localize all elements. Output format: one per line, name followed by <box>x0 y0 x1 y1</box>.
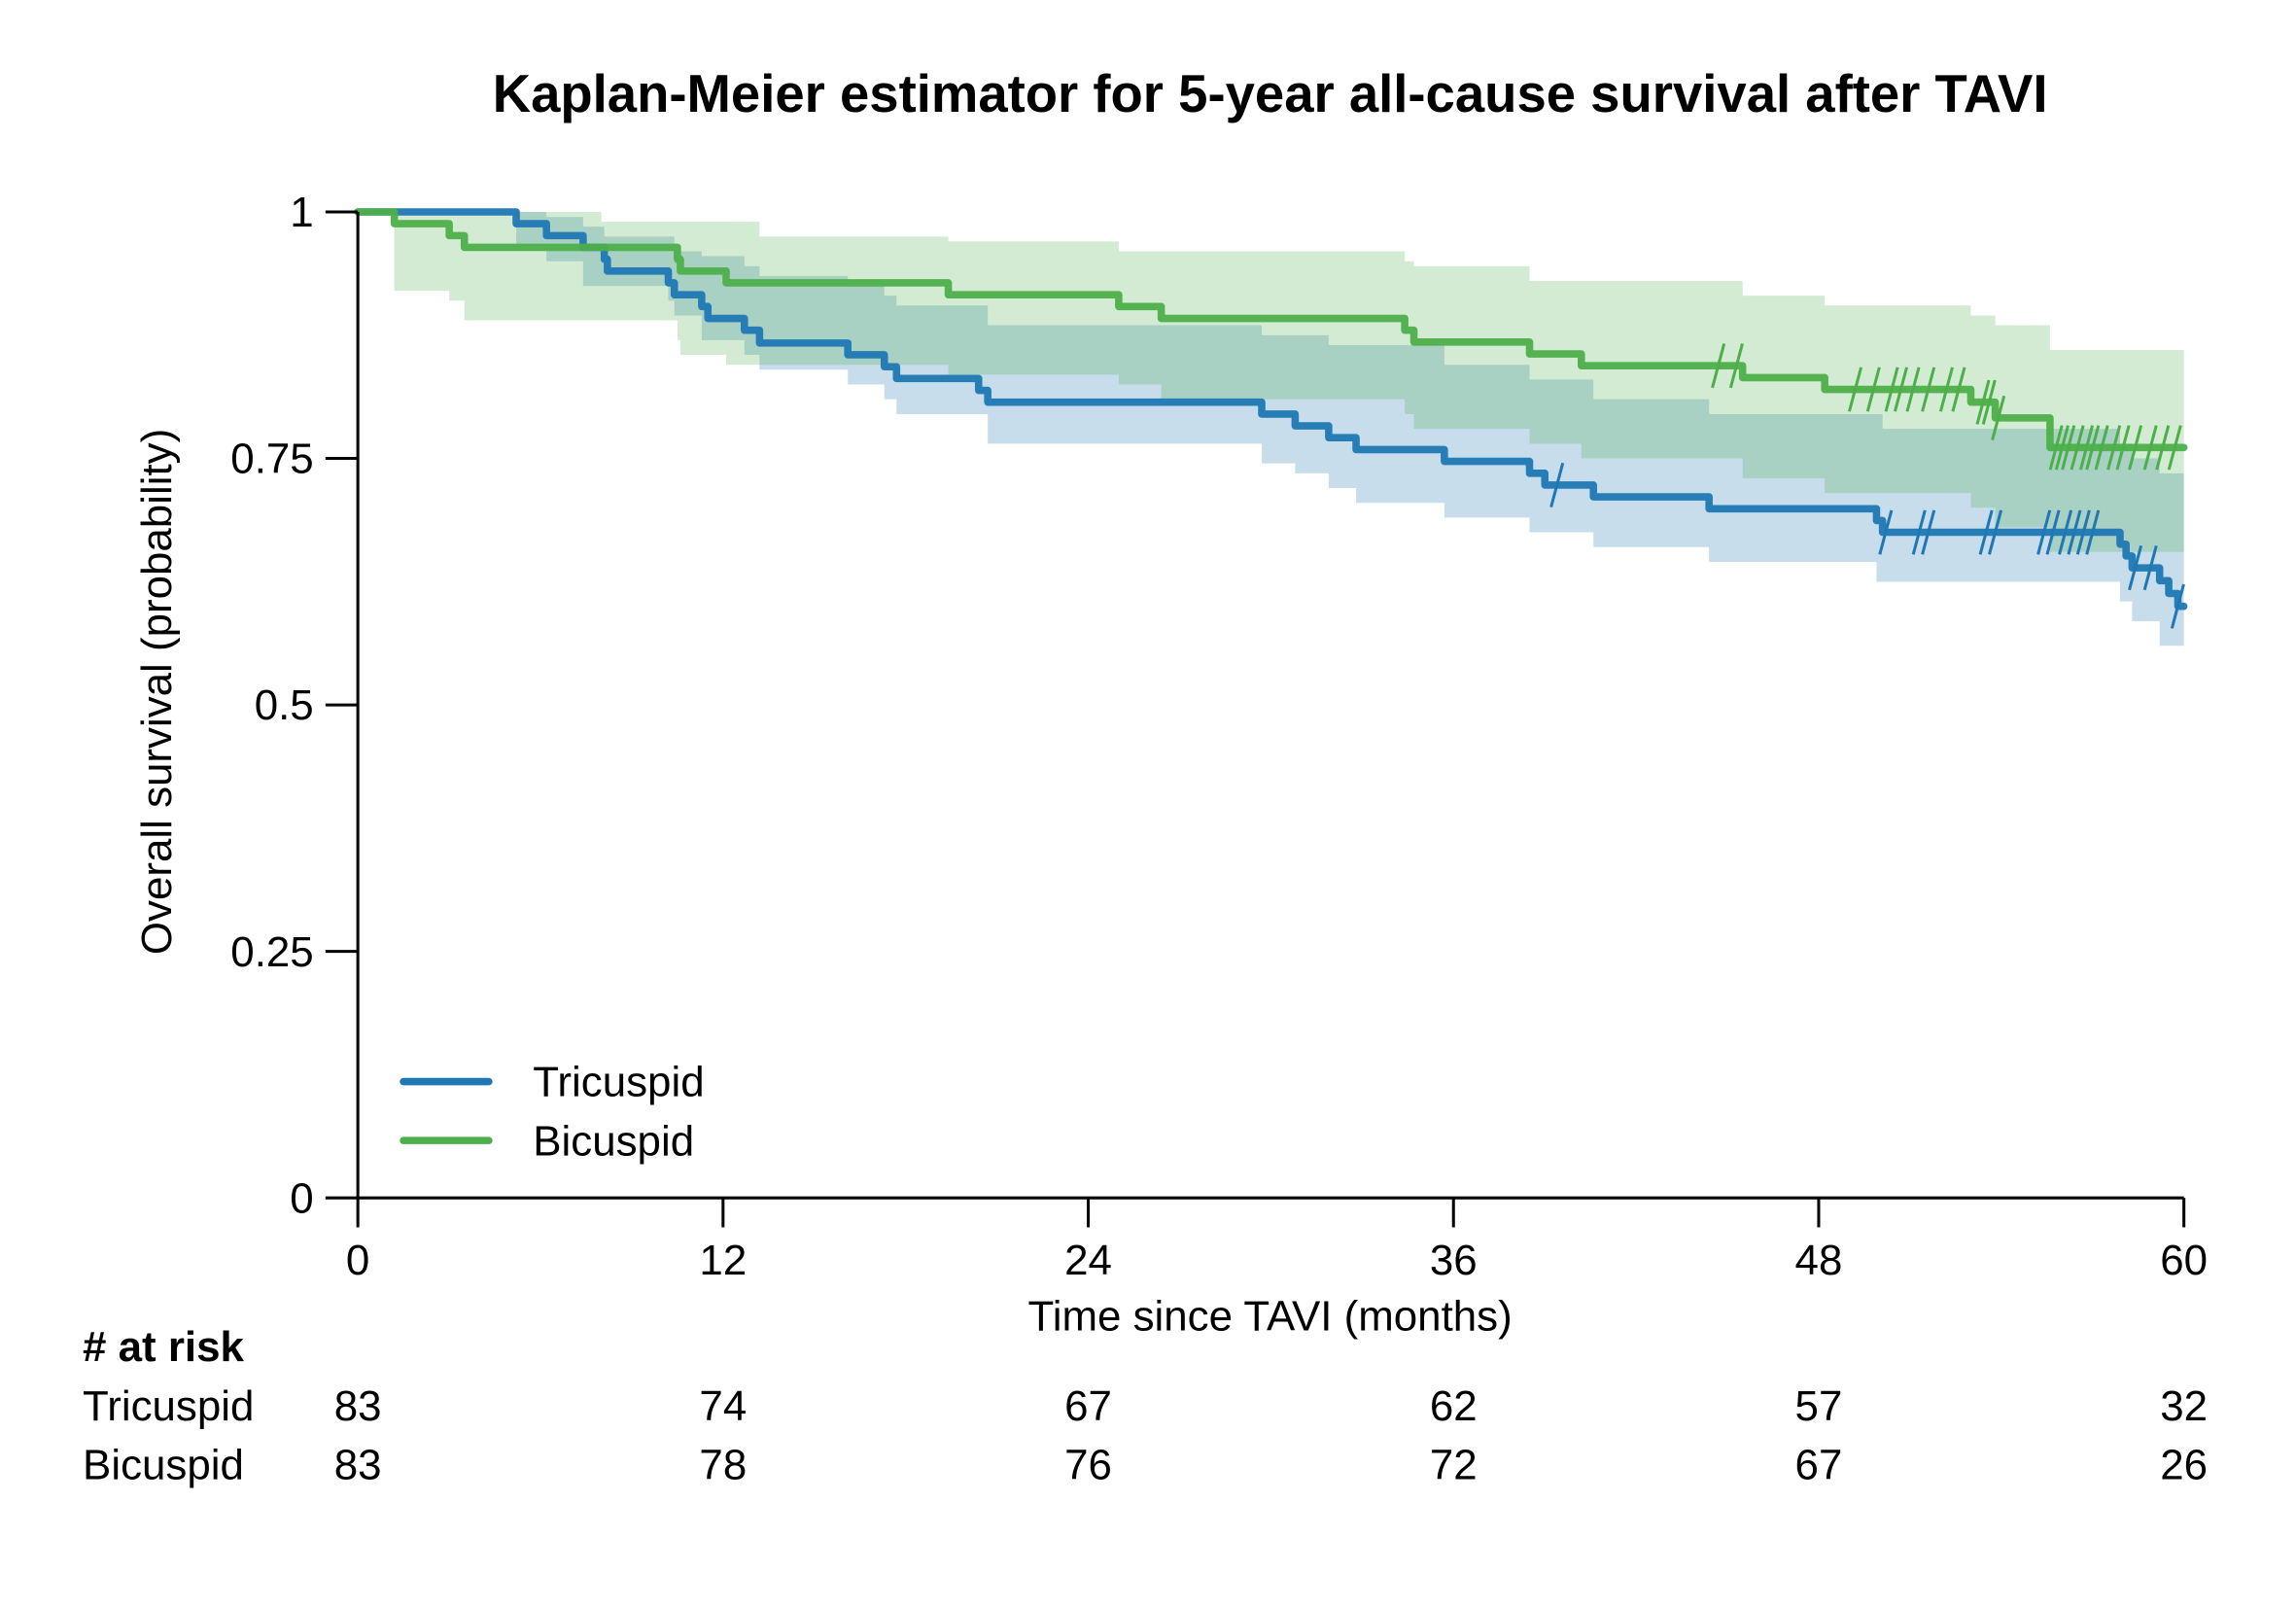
bicuspid-censor-mark <box>2128 425 2143 471</box>
confidence-bands <box>358 211 2184 651</box>
tricuspid-censor-mark <box>1549 462 1565 508</box>
tricuspid-ci-band <box>358 211 2184 651</box>
x-axis-label: Time since TAVI (months) <box>1028 1292 1513 1340</box>
bicuspid-censor-mark <box>1865 367 1881 412</box>
bicuspid-censor-mark <box>1884 367 1899 412</box>
y-tick-label: 1 <box>290 189 313 236</box>
y-tick-label: 0.75 <box>230 436 313 483</box>
tricuspid-censor-mark <box>2142 545 2158 591</box>
bicuspid-censor-mark <box>2054 425 2070 471</box>
x-tick-label: 36 <box>1430 1237 1478 1284</box>
chart-title: Kaplan-Meier estimator for 5-year all-ca… <box>493 64 2048 123</box>
bicuspid-censor-mark <box>1848 367 1863 412</box>
at-risk-row-label: Tricuspid <box>83 1382 254 1430</box>
at-risk-row-label: Bicuspid <box>83 1441 244 1488</box>
at-risk-count: 57 <box>1795 1382 1843 1430</box>
bicuspid-censor-mark <box>1938 367 1954 412</box>
x-tick-label: 12 <box>699 1237 747 1284</box>
bicuspid-censor-mark <box>2085 425 2101 471</box>
bicuspid-censor-mark <box>1711 343 1726 389</box>
at-risk-table: # at risk Tricuspid 83 74 67 62 57 32 Bicuspid 8… <box>83 1323 2208 1488</box>
at-risk-count: 76 <box>1064 1441 1112 1488</box>
tricuspid-censor-mark <box>2036 509 2052 555</box>
bicuspid-censor-mark <box>2061 425 2076 471</box>
bicuspid-censor-mark <box>2078 425 2094 471</box>
at-risk-count: 32 <box>2160 1382 2208 1430</box>
legend: Tricuspid Bicuspid <box>400 1059 705 1165</box>
bicuspid-censor-mark <box>1981 379 1997 425</box>
bicuspid-censor-mark <box>2167 425 2182 471</box>
at-risk-count: 26 <box>2160 1441 2208 1488</box>
tricuspid-censor-mark <box>2045 509 2061 555</box>
tricuspid-censor-mark <box>1921 509 1936 555</box>
bicuspid-legend-label: Bicuspid <box>533 1117 694 1165</box>
x-tick-label: 60 <box>2160 1237 2208 1284</box>
tricuspid-censor-mark <box>1988 509 2003 555</box>
x-tick-label: 48 <box>1795 1237 1843 1284</box>
at-risk-count: 72 <box>1430 1441 1478 1488</box>
bicuspid-ci-band <box>358 211 2184 562</box>
bicuspid-censor-mark <box>1893 367 1909 412</box>
x-tick-label: 0 <box>346 1237 369 1284</box>
y-axis-label: Overall survival (probability) <box>133 429 181 955</box>
bicuspid-censor-mark <box>2115 425 2131 471</box>
bicuspid-censor-mark <box>1951 367 1966 412</box>
bicuspid-censor-mark <box>2106 425 2122 471</box>
tricuspid-censor-mark <box>2085 509 2101 555</box>
at-risk-count: 83 <box>334 1441 382 1488</box>
at-risk-count: 67 <box>1795 1441 1843 1488</box>
at-risk-count: 62 <box>1430 1382 1478 1430</box>
tricuspid-censor-mark <box>2058 509 2073 555</box>
bicuspid-censor-mark <box>2048 425 2064 471</box>
bicuspid-censor-mark <box>1991 395 2006 441</box>
at-risk-count: 67 <box>1064 1382 1112 1430</box>
tricuspid-censor-mark <box>2128 545 2143 591</box>
tricuspid-survival-curve <box>354 208 2188 611</box>
tricuspid-censor-mark <box>1878 509 1894 555</box>
y-tick-label: 0.5 <box>255 681 314 729</box>
bicuspid-censor-mark <box>2070 425 2085 471</box>
bicuspid-censor-mark <box>1728 343 1744 389</box>
y-tick-label: 0.25 <box>230 928 313 976</box>
x-tick-label: 24 <box>1064 1237 1112 1284</box>
bicuspid-censor-mark <box>1975 379 1991 425</box>
tricuspid-censor-mark <box>1978 509 1994 555</box>
tricuspid-censor-mark <box>2067 509 2082 555</box>
censor-marks <box>1549 343 2185 629</box>
bicuspid-censor-mark <box>2142 425 2158 471</box>
tricuspid-censor-mark <box>1911 509 1927 555</box>
axes: 0 0.25 0.5 0.75 1 0 12 24 36 48 60 <box>230 189 2208 1284</box>
y-tick-label: 0 <box>290 1174 313 1222</box>
at-risk-count: 83 <box>334 1382 382 1430</box>
bicuspid-censor-mark <box>1921 367 1936 412</box>
at-risk-count: 74 <box>699 1382 747 1430</box>
at-risk-header: # at risk <box>83 1323 244 1371</box>
tricuspid-censor-mark <box>2075 509 2091 555</box>
at-risk-count: 78 <box>699 1441 747 1488</box>
tricuspid-censor-mark <box>2170 583 2185 629</box>
bicuspid-censor-mark <box>2094 425 2109 471</box>
bicuspid-censor-mark <box>1905 367 1921 412</box>
bicuspid-censor-mark <box>2155 425 2171 471</box>
tricuspid-legend-label: Tricuspid <box>533 1059 704 1106</box>
